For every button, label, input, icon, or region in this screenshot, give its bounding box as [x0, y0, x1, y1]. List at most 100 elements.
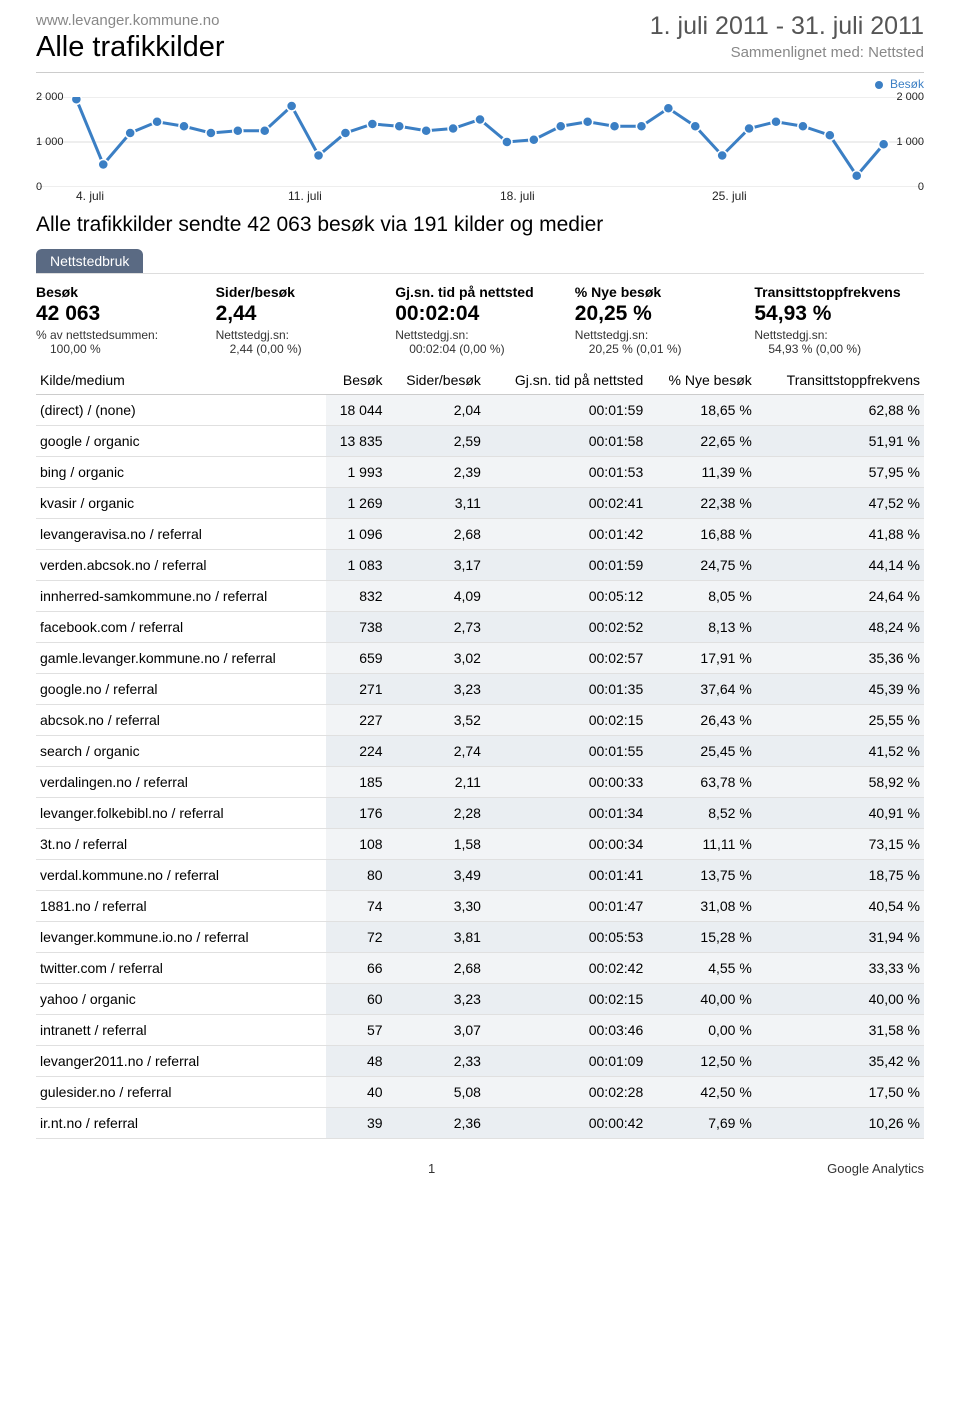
source-name: gulesider.no / referral	[36, 1077, 326, 1108]
compare-label: Sammenlignet med: Nettsted	[731, 44, 924, 61]
table-cell: 15,28 %	[647, 922, 756, 953]
metric-label: Besøk	[36, 284, 206, 300]
table-cell: 3,17	[387, 550, 485, 581]
table-cell: 1 269	[326, 488, 386, 519]
table-cell: 16,88 %	[647, 519, 756, 550]
metric-sub2: 2,44 (0,00 %)	[230, 342, 386, 356]
table-cell: 35,36 %	[756, 643, 924, 674]
legend-label: Besøk	[890, 77, 924, 91]
x-axis-label: 18. juli	[500, 189, 712, 203]
x-axis-label: 4. juli	[76, 189, 288, 203]
table-cell: 00:02:15	[485, 984, 647, 1015]
summary-text: Alle trafikkilder sendte 42 063 besøk vi…	[36, 213, 924, 237]
metric-card: % Nye besøk20,25 %Nettstedgj.sn:20,25 % …	[575, 284, 745, 356]
table-cell: 271	[326, 674, 386, 705]
table-cell: 2,36	[387, 1108, 485, 1139]
table-cell: 832	[326, 581, 386, 612]
table-cell: 45,39 %	[756, 674, 924, 705]
table-cell: 48,24 %	[756, 612, 924, 643]
table-cell: 2,28	[387, 798, 485, 829]
table-row: 3t.no / referral1081,5800:00:3411,11 %73…	[36, 829, 924, 860]
table-row: search / organic2242,7400:01:5525,45 %41…	[36, 736, 924, 767]
table-cell: 00:01:58	[485, 426, 647, 457]
metrics-row: Besøk42 063% av nettstedsummen:100,00 %S…	[36, 273, 924, 366]
source-name: bing / organic	[36, 457, 326, 488]
table-cell: 24,75 %	[647, 550, 756, 581]
date-range: 1. juli 2011 - 31. juli 2011	[650, 12, 924, 41]
table-cell: 60	[326, 984, 386, 1015]
table-cell: 2,39	[387, 457, 485, 488]
source-name: search / organic	[36, 736, 326, 767]
table-cell: 18,65 %	[647, 395, 756, 426]
table-cell: 47,52 %	[756, 488, 924, 519]
table-cell: 00:01:42	[485, 519, 647, 550]
metric-card: Transittstoppfrekvens54,93 %Nettstedgj.s…	[754, 284, 924, 356]
line-chart-svg	[36, 97, 924, 187]
metric-value: 20,25 %	[575, 302, 745, 326]
table-cell: 2,33	[387, 1046, 485, 1077]
table-column-header: Kilde/medium	[36, 366, 326, 395]
table-cell: 66	[326, 953, 386, 984]
table-column-header: Gj.sn. tid på nettsted	[485, 366, 647, 395]
table-cell: 18 044	[326, 395, 386, 426]
table-cell: 176	[326, 798, 386, 829]
table-cell: 00:05:53	[485, 922, 647, 953]
table-cell: 11,39 %	[647, 457, 756, 488]
chart-x-axis: 4. juli11. juli18. juli25. juli	[76, 189, 924, 203]
source-name: (direct) / (none)	[36, 395, 326, 426]
table-cell: 1,58	[387, 829, 485, 860]
table-cell: 2,68	[387, 519, 485, 550]
brand-label: Google Analytics	[827, 1161, 924, 1176]
table-row: gamle.levanger.kommune.no / referral6593…	[36, 643, 924, 674]
table-cell: 4,55 %	[647, 953, 756, 984]
table-cell: 63,78 %	[647, 767, 756, 798]
table-cell: 7,69 %	[647, 1108, 756, 1139]
source-name: levanger.folkebibl.no / referral	[36, 798, 326, 829]
metric-sub2: 100,00 %	[50, 342, 206, 356]
table-cell: 31,94 %	[756, 922, 924, 953]
table-cell: 22,65 %	[647, 426, 756, 457]
table-cell: 00:05:12	[485, 581, 647, 612]
report-header: www.levanger.kommune.no Alle trafikkilde…	[36, 12, 924, 64]
table-cell: 224	[326, 736, 386, 767]
table-cell: 40	[326, 1077, 386, 1108]
metric-sub1: % av nettstedsummen:	[36, 328, 206, 342]
source-name: innherred-samkommune.no / referral	[36, 581, 326, 612]
table-cell: 8,13 %	[647, 612, 756, 643]
table-cell: 00:02:57	[485, 643, 647, 674]
table-cell: 26,43 %	[647, 705, 756, 736]
metric-sub1: Nettstedgj.sn:	[575, 328, 745, 342]
sources-table: Kilde/mediumBesøkSider/besøkGj.sn. tid p…	[36, 366, 924, 1139]
table-row: levanger.kommune.io.no / referral723,810…	[36, 922, 924, 953]
metric-value: 42 063	[36, 302, 206, 326]
table-row: verdalingen.no / referral1852,1100:00:33…	[36, 767, 924, 798]
table-cell: 57	[326, 1015, 386, 1046]
table-cell: 58,92 %	[756, 767, 924, 798]
table-cell: 00:02:42	[485, 953, 647, 984]
y-axis-label: 2 000	[36, 91, 64, 103]
table-cell: 40,91 %	[756, 798, 924, 829]
table-row: google / organic13 8352,5900:01:5822,65 …	[36, 426, 924, 457]
table-row: levangeravisa.no / referral1 0962,6800:0…	[36, 519, 924, 550]
metric-value: 2,44	[216, 302, 386, 326]
table-cell: 2,59	[387, 426, 485, 457]
metric-card: Gj.sn. tid på nettsted00:02:04Nettstedgj…	[395, 284, 565, 356]
y-axis-label: 1 000	[36, 136, 64, 148]
table-cell: 31,08 %	[647, 891, 756, 922]
table-cell: 0,00 %	[647, 1015, 756, 1046]
source-name: 3t.no / referral	[36, 829, 326, 860]
table-cell: 738	[326, 612, 386, 643]
table-row: intranett / referral573,0700:03:460,00 %…	[36, 1015, 924, 1046]
table-cell: 17,91 %	[647, 643, 756, 674]
tab-site-usage[interactable]: Nettstedbruk	[36, 249, 143, 273]
table-row: verden.abcsok.no / referral1 0833,1700:0…	[36, 550, 924, 581]
table-body: (direct) / (none)18 0442,0400:01:5918,65…	[36, 395, 924, 1139]
source-name: intranett / referral	[36, 1015, 326, 1046]
x-axis-label: 25. juli	[712, 189, 924, 203]
table-cell: 227	[326, 705, 386, 736]
source-name: twitter.com / referral	[36, 953, 326, 984]
table-cell: 24,64 %	[756, 581, 924, 612]
table-cell: 48	[326, 1046, 386, 1077]
table-cell: 00:00:42	[485, 1108, 647, 1139]
table-row: verdal.kommune.no / referral803,4900:01:…	[36, 860, 924, 891]
